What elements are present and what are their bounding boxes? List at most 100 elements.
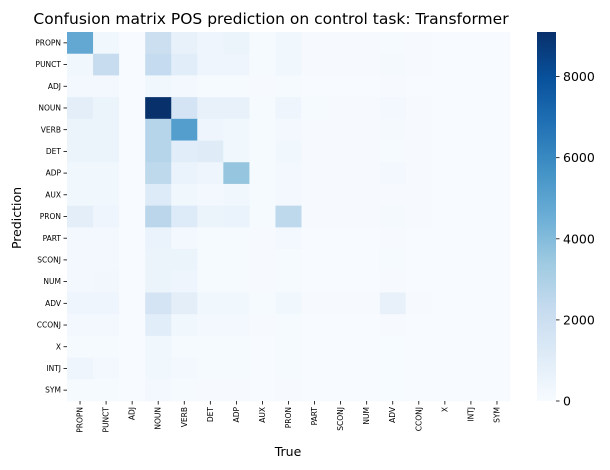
heatmap-cell-det-sconj [327, 140, 355, 163]
heatmap-cell-adv-part [301, 292, 328, 315]
heatmap-cell-adp-sym [483, 162, 511, 185]
heatmap-cell-num-pron [275, 270, 302, 293]
heatmap-cell-sym-part [301, 379, 328, 402]
heatmap-cell-intj-sconj [327, 357, 355, 380]
heatmap-cell-cconj-propn [67, 314, 94, 337]
heatmap-cell-pron-sym [483, 205, 511, 228]
heatmap-cell-propn-det [197, 32, 224, 55]
heatmap-cell-pron-part [301, 205, 328, 228]
heatmap-cell-punct-sconj [327, 53, 355, 76]
heatmap-cell-noun-num [353, 97, 381, 120]
heatmap-cell-cconj-x [431, 314, 459, 337]
heatmap-cell-adj-part [301, 75, 328, 98]
heatmap-cell-part-pron [275, 227, 302, 250]
heatmap-cell-adp-propn [67, 162, 94, 185]
heatmap-cell-cconj-punct [93, 314, 120, 337]
heatmap-cell-part-adj [119, 227, 146, 250]
heatmap-cell-propn-noun [145, 32, 172, 55]
heatmap-cell-aux-adv [379, 183, 407, 207]
heatmap-cell-propn-aux [249, 32, 276, 55]
y-tick-label: ADP [46, 169, 62, 178]
heatmap-cell-adv-sym [483, 292, 511, 315]
heatmap-cell-propn-adv [379, 32, 407, 55]
heatmap-cell-intj-propn [67, 357, 94, 380]
colorbar [537, 32, 556, 401]
heatmap-cell-x-noun [145, 335, 172, 358]
heatmap-cell-verb-adj [119, 118, 146, 141]
heatmap-cell-adv-punct [93, 292, 120, 315]
heatmap-cell-adp-intj [457, 162, 485, 185]
heatmap-cell-pron-adv [379, 205, 407, 228]
y-tick-label: AUX [45, 190, 61, 199]
heatmap-cell-cconj-aux [249, 314, 276, 337]
colorbar-tick-label: 0 [563, 394, 571, 409]
heatmap-cell-intj-sym [483, 357, 511, 380]
heatmap-cell-pron-punct [93, 205, 120, 228]
heatmap-cell-det-verb [171, 140, 198, 163]
heatmap-cell-x-verb [171, 335, 198, 358]
heatmap-cell-adj-aux [249, 75, 276, 98]
heatmap-cell-sconj-x [431, 249, 459, 272]
heatmap-cell-intj-cconj [405, 357, 433, 380]
heatmap-cell-propn-punct [93, 32, 120, 55]
heatmap-cell-x-det [197, 335, 224, 358]
heatmap-cell-sym-verb [171, 379, 198, 402]
heatmap-cell-verb-x [431, 118, 459, 141]
heatmap-cell-x-punct [93, 335, 120, 358]
heatmap-cell-adv-cconj [405, 292, 433, 315]
heatmap-cell-aux-adp [223, 183, 250, 207]
x-tick-label: NOUN [154, 407, 163, 430]
heatmap-cell-part-num [353, 227, 381, 250]
heatmap-cell-det-punct [93, 140, 120, 163]
heatmap-cell-punct-num [353, 53, 381, 76]
heatmap-cell-det-adj [119, 140, 146, 163]
heatmap-cell-noun-adp [223, 97, 250, 120]
heatmap-cell-pron-propn [67, 205, 94, 228]
heatmap-cells [67, 32, 511, 402]
y-tick-label: SYM [45, 386, 61, 395]
heatmap-cell-aux-sym [483, 183, 511, 207]
heatmap-cell-adj-num [353, 75, 381, 98]
heatmap-cell-pron-det [197, 205, 224, 228]
y-tick-label: SCONJ [37, 256, 61, 265]
heatmap-cell-punct-punct [93, 53, 120, 76]
heatmap-cell-pron-cconj [405, 205, 433, 228]
colorbar-tick-label: 2000 [563, 312, 595, 327]
heatmap-cell-aux-propn [67, 183, 94, 207]
heatmap-cell-punct-intj [457, 53, 485, 76]
heatmap-cell-num-det [197, 270, 224, 293]
heatmap-cell-part-x [431, 227, 459, 250]
heatmap-cell-intj-pron [275, 357, 302, 380]
heatmap-cell-adj-adv [379, 75, 407, 98]
heatmap-cell-part-sconj [327, 227, 355, 250]
heatmap-cell-sym-propn [67, 379, 94, 402]
heatmap-cell-sconj-num [353, 249, 381, 272]
heatmap-cell-adv-intj [457, 292, 485, 315]
heatmap-cell-x-adv [379, 335, 407, 358]
heatmap-cell-sym-sym [483, 379, 511, 402]
heatmap-cell-adj-adp [223, 75, 250, 98]
y-tick-label: PART [43, 234, 62, 243]
heatmap-cell-pron-noun [145, 205, 172, 228]
heatmap-cell-sconj-part [301, 249, 328, 272]
heatmap-cell-verb-adp [223, 118, 250, 141]
heatmap-cell-sconj-aux [249, 249, 276, 272]
heatmap-cell-part-sym [483, 227, 511, 250]
y-tick-label: ADJ [48, 82, 61, 91]
heatmap-cell-intj-punct [93, 357, 120, 380]
heatmap-cell-aux-aux [249, 183, 276, 207]
heatmap-cell-adj-verb [171, 75, 198, 98]
heatmap-cell-propn-cconj [405, 32, 433, 55]
x-tick-label: SCONJ [336, 407, 345, 431]
heatmap-cell-adp-verb [171, 162, 198, 185]
heatmap-cell-adj-det [197, 75, 224, 98]
heatmap-cell-cconj-cconj [405, 314, 433, 337]
heatmap-cell-x-sconj [327, 335, 355, 358]
heatmap-cell-adv-adp [223, 292, 250, 315]
heatmap-cell-x-cconj [405, 335, 433, 358]
heatmap-cell-noun-cconj [405, 97, 433, 120]
heatmap-cell-adv-noun [145, 292, 172, 315]
heatmap-cell-sconj-punct [93, 249, 120, 272]
heatmap-cell-num-noun [145, 270, 172, 293]
heatmap-cell-adv-det [197, 292, 224, 315]
